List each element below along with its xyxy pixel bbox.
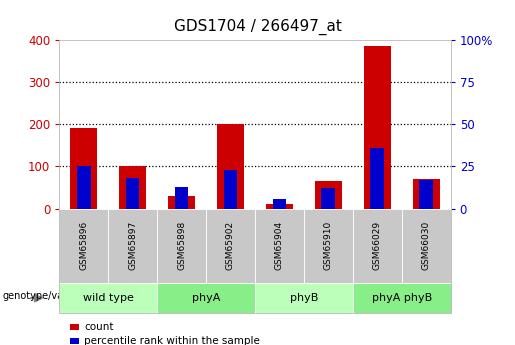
Text: GSM65902: GSM65902 [226, 221, 235, 270]
Text: phyA phyB: phyA phyB [372, 293, 432, 303]
Bar [224, 170, 237, 209]
Bar [364, 46, 391, 209]
Text: percentile rank within the sample: percentile rank within the sample [84, 336, 260, 345]
Bar [266, 205, 293, 209]
Bar [119, 167, 146, 209]
Bar [175, 187, 188, 209]
Text: phyA: phyA [192, 293, 220, 303]
Bar [321, 188, 335, 209]
Text: GSM66030: GSM66030 [422, 221, 431, 270]
Text: GSM65896: GSM65896 [79, 221, 88, 270]
Text: GSM65904: GSM65904 [275, 221, 284, 270]
Bar [272, 199, 286, 209]
Bar [370, 148, 384, 209]
Text: wild type: wild type [83, 293, 133, 303]
Text: GSM65910: GSM65910 [324, 221, 333, 270]
Bar [77, 167, 91, 209]
Bar [70, 128, 97, 209]
Bar [168, 196, 195, 209]
Text: GSM66029: GSM66029 [373, 221, 382, 270]
Text: count: count [84, 322, 113, 332]
Bar [419, 180, 433, 209]
Text: GSM65898: GSM65898 [177, 221, 186, 270]
Bar [315, 181, 342, 209]
Text: GSM65897: GSM65897 [128, 221, 137, 270]
Bar [126, 178, 140, 209]
Bar [413, 179, 440, 209]
Text: GDS1704 / 266497_at: GDS1704 / 266497_at [174, 19, 341, 35]
Text: phyB: phyB [289, 293, 318, 303]
Bar [217, 124, 244, 209]
Text: genotype/variation: genotype/variation [3, 292, 95, 301]
